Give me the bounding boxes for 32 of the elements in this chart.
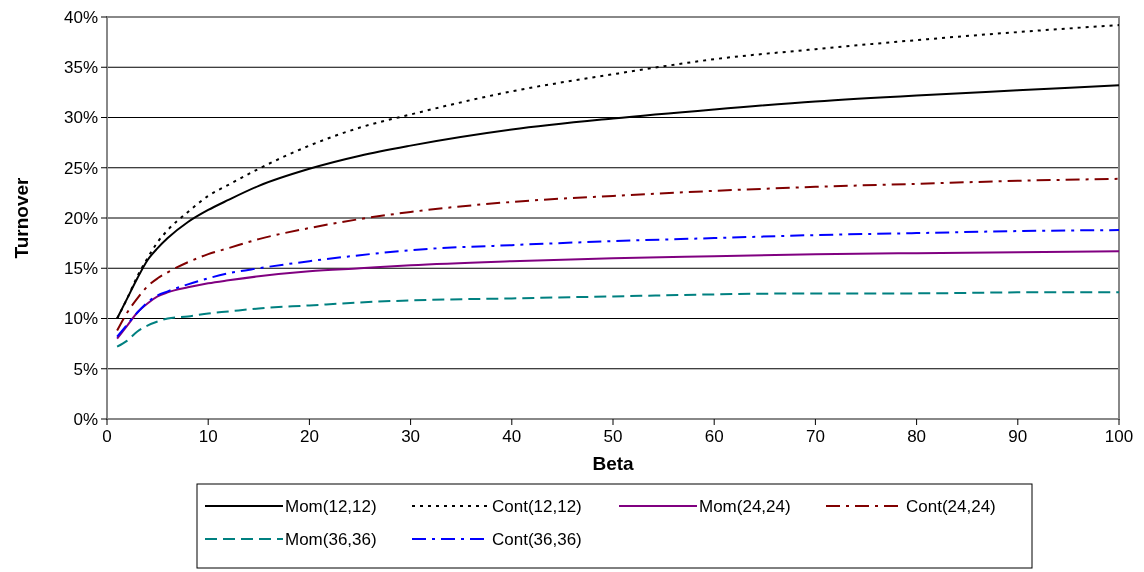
- y-tick-label: 5%: [73, 359, 98, 379]
- x-tick-label: 20: [299, 427, 319, 446]
- line-series: [116, 291, 1120, 348]
- y-tick-label: 15%: [63, 259, 98, 279]
- x-tick-label: 70: [805, 427, 825, 446]
- x-tick-label: 80: [907, 427, 927, 446]
- x-tick-label: 60: [704, 427, 724, 446]
- y-tick-label: 20%: [63, 208, 98, 228]
- y-axis-title: Turnover: [11, 176, 32, 259]
- y-tick-label: 25%: [63, 158, 98, 178]
- legend-label: Cont(36,36): [492, 529, 582, 549]
- line-series: [116, 250, 1120, 340]
- x-tick-label: 30: [401, 427, 421, 446]
- x-tick-label: 90: [1008, 427, 1028, 446]
- line-series: [116, 229, 1120, 338]
- legend-label: Cont(24,24): [906, 496, 996, 516]
- x-tick-label: 40: [502, 427, 522, 446]
- y-tick-label: 40%: [63, 7, 98, 27]
- x-tick-label: 10: [198, 427, 218, 446]
- legend-label: Mom(24,24): [699, 496, 791, 516]
- x-tick-label: 50: [603, 427, 623, 446]
- y-tick-label: 0%: [73, 409, 98, 429]
- legend-label: Cont(12,12): [492, 496, 582, 516]
- y-tick-label: 10%: [63, 309, 98, 329]
- legend-label: Mom(36,36): [285, 529, 377, 549]
- x-axis-title: Beta: [592, 453, 635, 474]
- x-tick-label: 100: [1104, 427, 1134, 446]
- line-series: [116, 177, 1120, 332]
- y-tick-label: 30%: [63, 108, 98, 128]
- y-tick-label: 35%: [63, 58, 98, 78]
- x-tick-label: 0: [102, 427, 112, 446]
- legend-label: Mom(12,12): [285, 496, 377, 516]
